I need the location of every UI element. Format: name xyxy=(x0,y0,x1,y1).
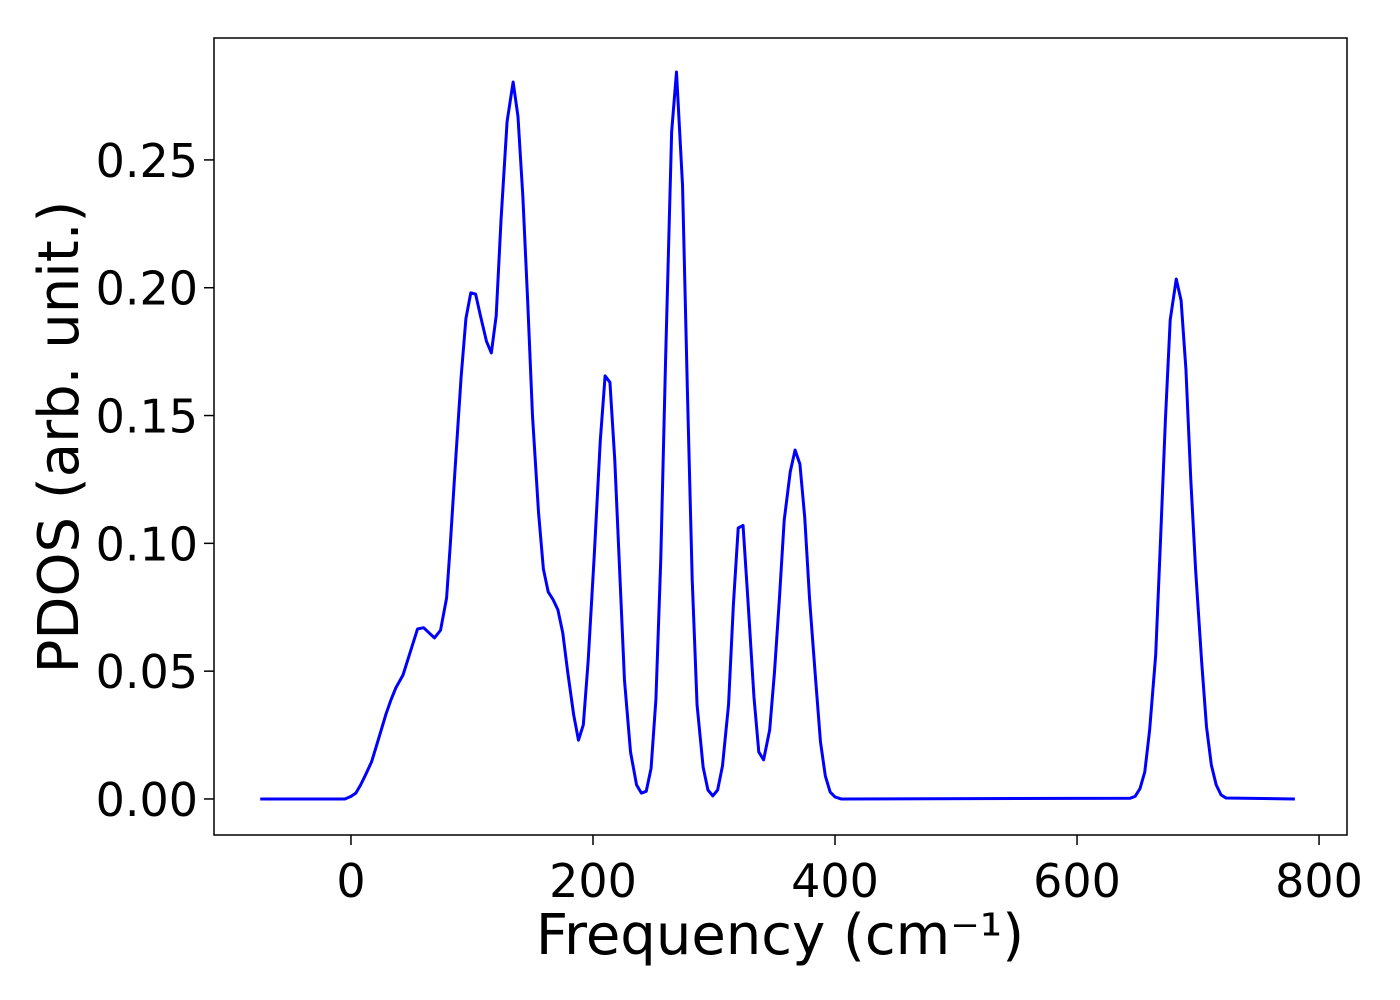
x-tick-label: 200 xyxy=(549,854,637,908)
y-tick-label: 0.00 xyxy=(96,773,198,827)
x-tick-label: 600 xyxy=(1033,854,1121,908)
x-tick-label: 800 xyxy=(1275,854,1363,908)
x-tick-label: 0 xyxy=(336,854,365,908)
y-tick-label: 0.15 xyxy=(96,390,198,444)
line-series xyxy=(260,70,1295,801)
x-axis-label: Frequency (cm⁻¹) xyxy=(536,903,1024,968)
y-tick-label: 0.10 xyxy=(96,517,198,571)
plot-frame xyxy=(213,37,1348,836)
x-tick-label: 400 xyxy=(791,854,879,908)
y-tick-label: 0.20 xyxy=(96,262,198,316)
y-tick-label: 0.25 xyxy=(96,134,198,188)
y-axis-label: PDOS (arb. unit.) xyxy=(27,201,92,674)
y-tick-label: 0.05 xyxy=(96,645,198,699)
